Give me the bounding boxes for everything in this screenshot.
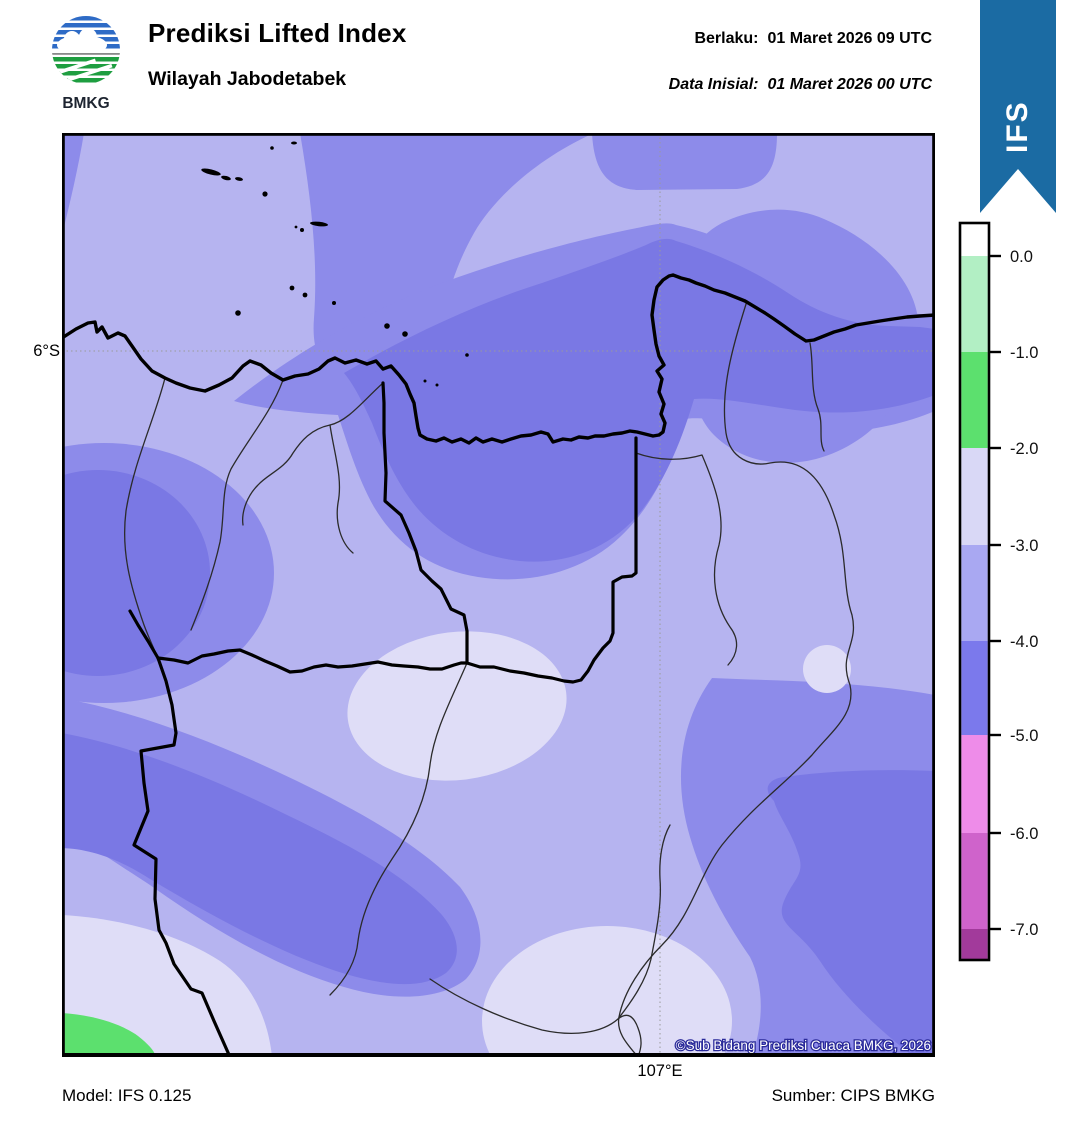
contour-regions-dark (62, 238, 935, 1057)
svg-text:-1.0: -1.0 (1010, 344, 1038, 362)
islands (201, 141, 469, 387)
page-title: Prediksi Lifted Index (148, 18, 407, 48)
colorbar-tick-labels: 0.0 -1.0 -2.0 -3.0 -4.0 -5.0 -6.0 -7.0 (1010, 248, 1038, 939)
colorbar-frame (958, 221, 991, 962)
svg-text:-4.0: -4.0 (1010, 633, 1038, 651)
svg-text:-7.0: -7.0 (1010, 921, 1038, 939)
svg-text:-2.0: -2.0 (1010, 440, 1038, 458)
svg-text:-5.0: -5.0 (1010, 727, 1038, 745)
ribbon-banner-shape (980, 0, 1056, 213)
footer-model-label: Model: IFS 0.125 (62, 1086, 192, 1105)
colorbar-ticks (989, 254, 1001, 931)
valid-time-value: 01 Maret 2026 09 UTC (767, 30, 932, 47)
district-boundaries (123, 300, 854, 1057)
contour-regions-pale (62, 631, 851, 1057)
colorbar-segments (961, 223, 988, 960)
lat-tick-label: 6°S (33, 342, 60, 360)
svg-text:-6.0: -6.0 (1010, 825, 1038, 843)
bmkg-logo-globe (52, 16, 120, 84)
logo-cloud (57, 28, 107, 55)
page-subtitle: Wilayah Jabodetabek (148, 68, 347, 90)
model-ribbon: IFS (980, 0, 1056, 213)
forecast-map: ©Sub Bidang Prediksi Cuaca BMKG, 2026 (62, 133, 935, 1057)
colorbar: 0.0 -1.0 -2.0 -3.0 -4.0 -5.0 -6.0 -7.0 (958, 221, 1038, 962)
logo-slashes (54, 58, 113, 82)
ribbon-label: IFS (1001, 100, 1034, 153)
initial-time-label: Data Inisial: (668, 76, 759, 93)
bmkg-logo: BMKG (52, 16, 120, 112)
contour-region-green (62, 1013, 156, 1057)
province-boundaries (128, 381, 638, 1057)
initial-time-line: Data Inisial: 01 Maret 2026 00 UTC (669, 76, 932, 94)
valid-time-label: Berlaku: (694, 30, 759, 47)
map-copyright: ©Sub Bidang Prediksi Cuaca BMKG, 2026 (676, 1038, 931, 1053)
valid-time-line: Berlaku: 01 Maret 2026 09 UTC (694, 30, 932, 48)
bmkg-logo-label: BMKG (62, 95, 109, 112)
lon-tick-label: 107°E (637, 1062, 683, 1080)
svg-text:0.0: 0.0 (1010, 248, 1033, 266)
coastline-path (62, 273, 935, 445)
svg-text:-3.0: -3.0 (1010, 537, 1038, 555)
initial-time-value: 01 Maret 2026 00 UTC (767, 76, 932, 93)
footer-source-label: Sumber: CIPS BMKG (771, 1086, 935, 1105)
